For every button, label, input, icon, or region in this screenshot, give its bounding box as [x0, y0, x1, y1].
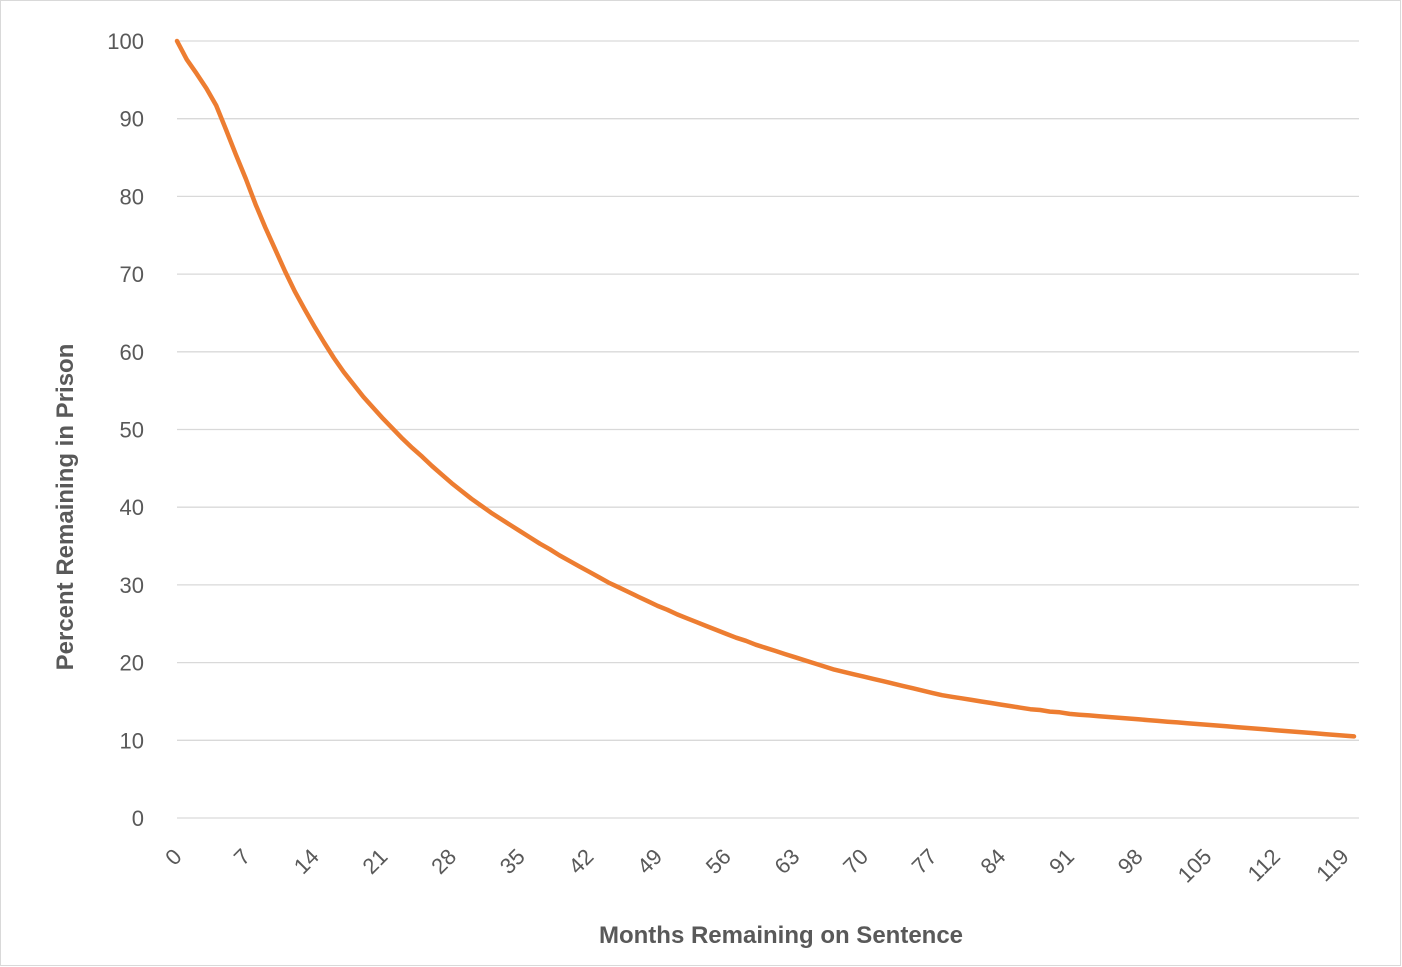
y-tick-label: 80 — [120, 184, 144, 209]
x-tick-label: 119 — [1311, 844, 1353, 886]
x-tick-label: 77 — [907, 844, 942, 879]
y-tick-label: 90 — [120, 107, 144, 132]
x-tick-label: 21 — [358, 844, 393, 879]
y-tick-label: 100 — [107, 29, 144, 54]
series-line-0 — [174, 38, 1357, 739]
x-tick-label: 91 — [1044, 844, 1079, 879]
y-axis-title: Percent Remaining in Prison — [52, 344, 79, 671]
x-tick-label: 56 — [701, 844, 736, 879]
y-tick-label: 0 — [132, 806, 144, 831]
y-tick-label: 20 — [120, 651, 144, 676]
y-tick-label: 50 — [120, 418, 144, 443]
x-tick-label: 98 — [1113, 844, 1148, 879]
x-tick-label: 70 — [838, 844, 873, 879]
gridlines — [177, 40, 1359, 819]
y-tick-label: 70 — [120, 262, 144, 287]
x-tick-label: 14 — [289, 844, 324, 879]
y-tick-label: 30 — [120, 573, 144, 598]
y-tick-label: 60 — [120, 340, 144, 365]
x-tick-label: 84 — [975, 844, 1010, 879]
x-tick-label: 49 — [632, 844, 667, 879]
x-tick-label: 105 — [1173, 844, 1217, 888]
x-tick-label: 0 — [160, 844, 186, 870]
x-tick-label: 112 — [1243, 844, 1285, 886]
y-tick-label: 40 — [120, 495, 144, 520]
x-tick-label: 28 — [426, 844, 461, 879]
series-layer — [174, 38, 1357, 739]
x-tick-label: 7 — [229, 844, 255, 870]
y-axis-ticks: 0 10 20 30 40 50 60 70 80 90 100 — [107, 29, 144, 831]
x-tick-label: 63 — [769, 844, 804, 879]
x-tick-label: 35 — [495, 844, 530, 879]
x-axis-ticks: 0 7 14 21 28 35 42 49 56 63 70 77 84 91 98 105 112 119 — [160, 844, 1354, 888]
x-axis-title: Months Remaining on Sentence — [599, 922, 963, 949]
y-tick-label: 10 — [120, 728, 144, 753]
x-tick-label: 42 — [563, 844, 598, 879]
